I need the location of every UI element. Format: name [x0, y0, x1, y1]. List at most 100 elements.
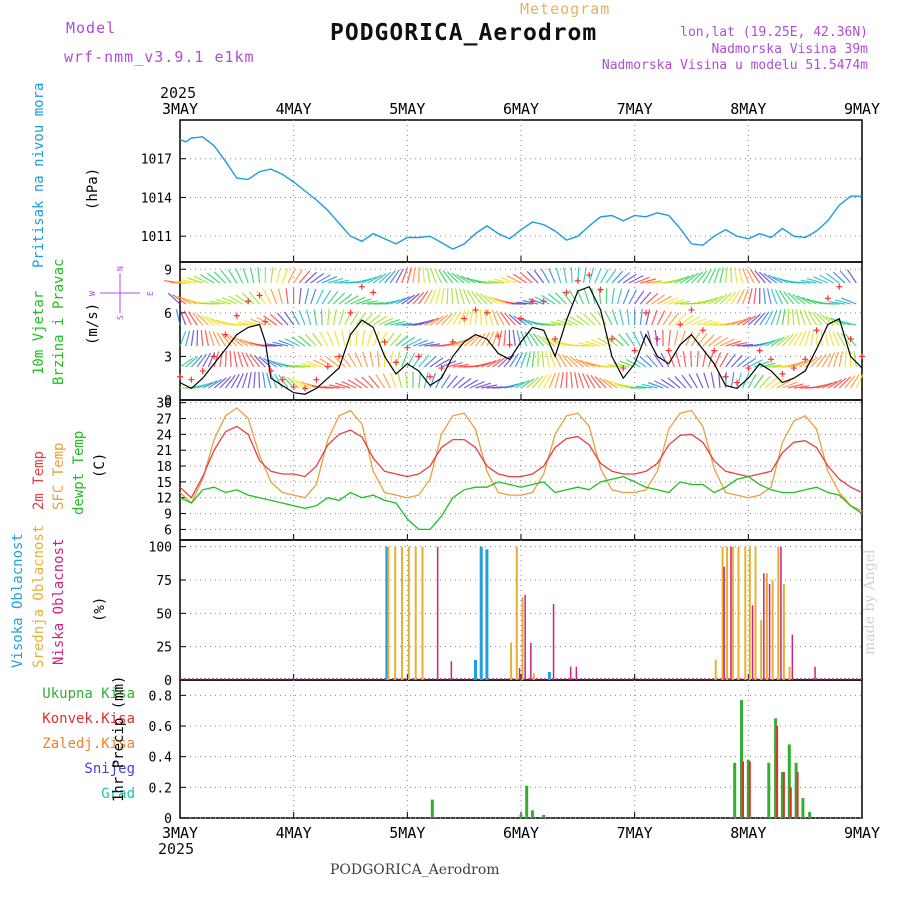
- wind-direction-stroke: [423, 289, 433, 305]
- wind-direction-stroke: [533, 269, 545, 284]
- wind-direction-stroke: [639, 330, 647, 347]
- wind-direction-stroke: [561, 291, 573, 305]
- precip-ytick-label: 0.6: [149, 720, 172, 735]
- wind-direction-stroke: [815, 329, 818, 347]
- wind-direction-stroke: [270, 267, 274, 284]
- wind-direction-stroke: [604, 336, 618, 347]
- wind-direction-stroke: [832, 331, 840, 347]
- wind-direction-stroke: [196, 353, 207, 368]
- wind-direction-stroke: [458, 288, 465, 305]
- wind-gust-marker: [654, 335, 661, 342]
- wind-direction-stroke: [816, 353, 827, 368]
- wind-direction-stroke: [167, 292, 181, 305]
- wind-direction-stroke: [679, 314, 694, 326]
- wind-gust-marker: [313, 376, 320, 383]
- wind-gust-marker: [324, 363, 331, 370]
- bottom-xtick-label: 6MAY: [503, 824, 539, 842]
- wind-direction-stroke: [333, 355, 346, 368]
- wind-direction-stroke: [603, 378, 618, 389]
- wind-direction-stroke: [509, 353, 519, 368]
- wind-direction-stroke: [172, 294, 187, 305]
- low-cloud-bar: [751, 605, 754, 680]
- wind-gust-marker: [370, 289, 377, 296]
- top-xtick-label: 8MAY: [730, 100, 766, 118]
- wind-direction-stroke: [604, 310, 613, 326]
- wind-direction-stroke: [778, 290, 789, 305]
- wind-direction-stroke: [475, 361, 491, 368]
- wind-direction-stroke: [759, 339, 775, 347]
- wind-direction-stroke: [651, 309, 658, 326]
- wind-direction-stroke: [480, 332, 491, 347]
- wind-direction-stroke: [645, 292, 659, 305]
- wind-direction-stroke: [298, 309, 306, 326]
- wind-direction-stroke: [305, 309, 312, 326]
- wind-direction-stroke: [321, 276, 338, 284]
- mid-cloud-bar: [510, 642, 513, 680]
- wind-direction-stroke: [844, 351, 847, 368]
- wind-direction-stroke: [569, 316, 584, 326]
- wind-direction-stroke: [479, 293, 493, 305]
- wind-direction-stroke: [764, 310, 774, 326]
- wind-direction-stroke: [183, 310, 192, 326]
- wind-direction-stroke: [799, 309, 806, 326]
- wind-direction-stroke: [179, 309, 187, 326]
- wind-direction-stroke: [713, 337, 729, 347]
- high-cloud-bar: [385, 546, 389, 680]
- wind-direction-stroke: [296, 379, 312, 389]
- wind-direction-stroke: [300, 362, 317, 368]
- total-precip-bar: [430, 799, 434, 818]
- wind-direction-stroke: [810, 330, 815, 347]
- wind-direction-stroke: [234, 336, 249, 347]
- wind-direction-stroke: [688, 373, 698, 389]
- total-precip-bar: [794, 762, 798, 818]
- wind-direction-stroke: [200, 274, 215, 284]
- temperature-ytick-label: 18: [156, 460, 172, 475]
- wind-direction-stroke: [367, 302, 384, 305]
- low-cloud-bar: [723, 566, 725, 680]
- wind-direction-stroke: [475, 333, 486, 347]
- wind-direction-stroke: [632, 357, 647, 368]
- wind-direction-stroke: [639, 355, 653, 368]
- wind-direction-stroke: [442, 270, 454, 284]
- wind-direction-stroke: [224, 350, 227, 368]
- wind-direction-stroke: [768, 274, 783, 284]
- wind-direction-stroke: [227, 269, 238, 284]
- wind-direction-stroke: [294, 364, 311, 368]
- wind-direction-stroke: [344, 295, 359, 305]
- wind-direction-stroke: [469, 309, 474, 326]
- wind-direction-stroke: [795, 309, 801, 326]
- wind-direction-stroke: [568, 289, 579, 305]
- wind-direction-stroke: [781, 333, 794, 347]
- wind-direction-stroke: [440, 288, 445, 305]
- wind-direction-stroke: [738, 267, 744, 284]
- legend-frozen-precip: Zaledj.Kisa: [42, 736, 135, 752]
- wind-direction-stroke: [565, 355, 579, 368]
- wind-gust-marker: [211, 353, 218, 360]
- wind-direction-stroke: [801, 296, 817, 305]
- wind-direction-stroke: [338, 293, 353, 305]
- wind-direction-stroke: [446, 340, 463, 347]
- wind-direction-stroke: [460, 275, 476, 284]
- wind-direction-stroke: [634, 276, 650, 284]
- wind-direction-stroke: [229, 350, 232, 368]
- wind-direction-stroke: [632, 331, 641, 347]
- wind-direction-stroke: [565, 371, 568, 389]
- wind-direction-stroke: [653, 353, 664, 368]
- wind-gust-marker: [518, 315, 524, 322]
- wind-direction-stroke: [313, 359, 329, 368]
- wind-direction-stroke: [304, 271, 318, 284]
- wind-direction-stroke: [747, 313, 761, 326]
- wind-direction-stroke: [368, 375, 380, 389]
- total-precip-bar: [519, 814, 523, 818]
- low-cloud-bar: [780, 546, 782, 680]
- wind-direction-stroke: [327, 308, 330, 326]
- wind-direction-stroke: [599, 377, 613, 389]
- wind-direction-stroke: [832, 271, 846, 284]
- wind-direction-stroke: [401, 267, 408, 284]
- wind-direction-stroke: [793, 385, 810, 389]
- wind-direction-stroke: [201, 314, 215, 326]
- wind-gust-marker: [302, 385, 309, 392]
- wind-direction-stroke: [452, 376, 465, 389]
- wind-direction-stroke: [825, 315, 840, 326]
